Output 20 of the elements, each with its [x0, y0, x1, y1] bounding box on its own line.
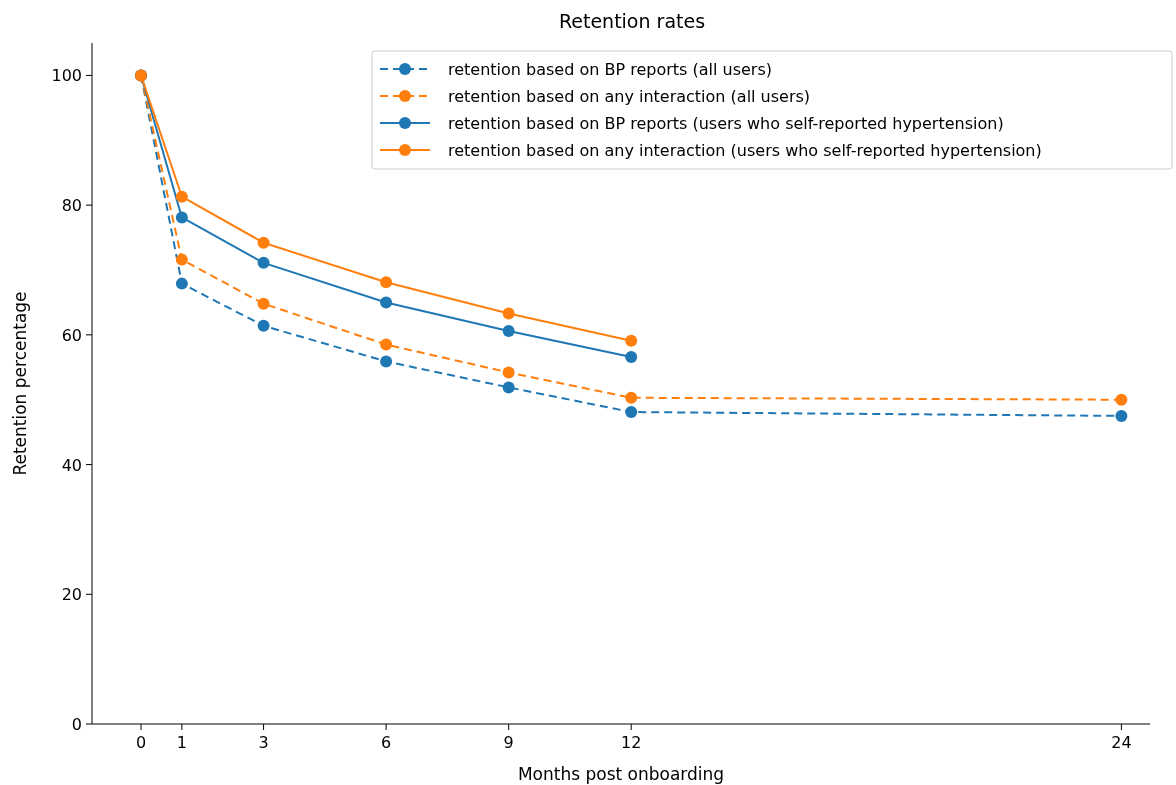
legend-label: retention based on any interaction (all users) [448, 87, 811, 106]
y-tick-label: 80 [61, 196, 82, 216]
x-tick-label: 9 [503, 733, 514, 752]
x-tick-label: 0 [135, 733, 147, 752]
y-tick-label: 100 [51, 66, 82, 86]
y-axis-title: Retention percentage [10, 291, 30, 476]
x-axis-title: Months post onboarding [517, 764, 725, 784]
y-tick-label: 60 [61, 325, 82, 345]
x-tick-label: 12 [621, 733, 642, 752]
x-tick-label: 6 [381, 733, 392, 752]
legend-label: retention based on any interaction (users who self-reported hypertension) [448, 141, 1042, 160]
y-tick-label: 40 [61, 455, 82, 475]
x-tick-label: 24 [1111, 733, 1132, 752]
legend-label: retention based on BP reports (all users) [448, 60, 772, 79]
legend-label: retention based on BP reports (users who self-reported hypertension) [448, 114, 1004, 133]
x-tick-label: 3 [258, 733, 269, 752]
y-tick-label: 20 [61, 585, 82, 605]
y-tick-label: 0 [71, 715, 82, 734]
x-tick-label: 1 [176, 733, 187, 752]
chart-title: Retention rates [558, 10, 706, 32]
